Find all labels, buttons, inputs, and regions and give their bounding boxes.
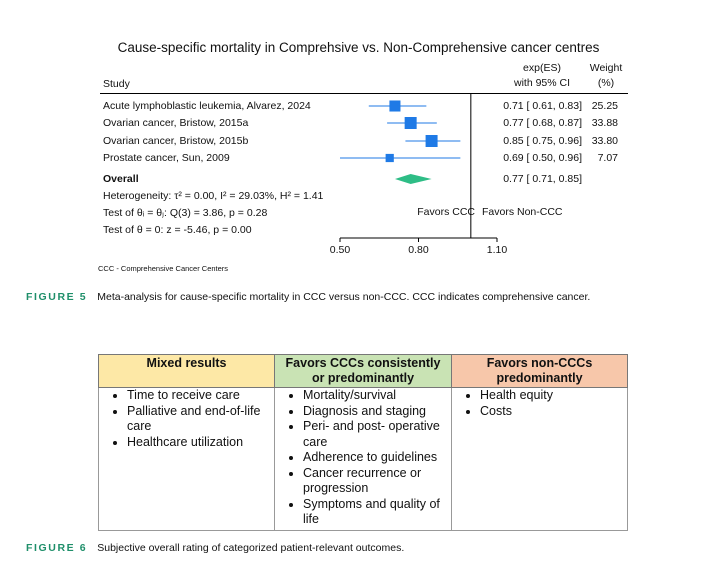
study-label: Acute lymphoblastic leukemia, Alvarez, 2… xyxy=(103,100,311,112)
effect-marker xyxy=(425,135,438,147)
figure6-caption-text: Subjective overall rating of categorized… xyxy=(97,542,405,554)
weight-value: 33.88 xyxy=(591,117,618,129)
study-column-header: Study xyxy=(103,78,130,90)
z-test-text: Test of θ = 0: z = -5.46, p = 0.00 xyxy=(103,224,252,236)
ci-value: 0.77 [ 0.68, 0.87] xyxy=(503,117,582,129)
figure6-caption-label: FIGURE 6 xyxy=(26,542,88,554)
overall-diamond xyxy=(394,174,432,184)
x-tick-label: 0.50 xyxy=(330,244,351,256)
list-item: Time to receive care xyxy=(127,388,270,404)
list-item: Mortality/survival xyxy=(303,388,447,404)
list-item: Cancer recurrence or progression xyxy=(303,466,447,497)
effect-marker xyxy=(389,100,401,112)
es-column-header-line2: with 95% CI xyxy=(513,77,571,89)
favors-right-label: Favors Non-CCC xyxy=(482,206,563,218)
weight-value: 7.07 xyxy=(597,152,618,164)
list-item: Costs xyxy=(480,404,623,420)
weight-value: 33.80 xyxy=(591,135,618,147)
weight-column-header-line2: (%) xyxy=(597,77,615,89)
es-column-header-line1: exp(ES) xyxy=(523,62,561,74)
list-item: Healthcare utilization xyxy=(127,435,270,451)
ci-value: 0.71 [ 0.61, 0.83] xyxy=(503,100,582,112)
figure5-caption: FIGURE 5 Meta-analysis for cause-specific… xyxy=(26,291,590,303)
list-item: Symptoms and quality of life xyxy=(303,497,447,528)
column-favors-ccc-items: Mortality/survival Diagnosis and staging… xyxy=(274,387,452,531)
figure6-caption: FIGURE 6 Subjective overall rating of cat… xyxy=(26,542,404,554)
figure5-footnote: CCC - Comprehensive Cancer Centers xyxy=(98,264,229,273)
weight-column-header-line1: Weight xyxy=(589,62,623,74)
q-test-text: Test of θᵢ = θⱼ: Q(3) = 3.86, p = 0.28 xyxy=(103,207,268,219)
study-label: Ovarian cancer, Bristow, 2015b xyxy=(103,135,249,147)
column-header-mixed: Mixed results xyxy=(98,354,275,388)
list-item: Peri- and post- operative care xyxy=(303,419,447,450)
column-header-favors-non-ccc: Favors non-CCCs predominantly xyxy=(451,354,628,388)
x-tick-label: 0.80 xyxy=(408,244,429,256)
list-item: Diagnosis and staging xyxy=(303,404,447,420)
effect-marker xyxy=(385,153,394,163)
outcome-rating-table: Mixed results Favors CCCs consistently o… xyxy=(98,354,628,531)
study-label: Prostate cancer, Sun, 2009 xyxy=(103,152,230,164)
column-header-favors-ccc: Favors CCCs consistently or predominantl… xyxy=(274,354,452,388)
ci-value: 0.69 [ 0.50, 0.96] xyxy=(503,152,582,164)
study-label: Ovarian cancer, Bristow, 2015a xyxy=(103,117,249,129)
forest-plot-graphic: 0.50 0.80 1.10 xyxy=(330,94,508,256)
column-mixed-items: Time to receive care Palliative and end-… xyxy=(98,387,275,531)
column-favors-non-ccc-items: Health equity Costs xyxy=(451,387,628,531)
forest-plot-title: Cause-specific mortality in Comprehsive … xyxy=(117,40,600,55)
list-item: Palliative and end-of-life care xyxy=(127,404,270,435)
list-item: Health equity xyxy=(480,388,623,404)
weight-value: 25.25 xyxy=(591,100,618,112)
figure5-caption-text: Meta-analysis for cause-specific mortali… xyxy=(97,291,591,303)
favors-left-label: Favors CCC xyxy=(417,206,475,218)
overall-label: Overall xyxy=(103,173,139,185)
effect-marker xyxy=(404,117,417,129)
ci-value: 0.85 [ 0.75, 0.96] xyxy=(503,135,582,147)
heterogeneity-text: Heterogeneity: τ² = 0.00, I² = 29.03%, H… xyxy=(103,190,324,202)
x-tick-label: 1.10 xyxy=(487,244,508,256)
figure5-caption-label: FIGURE 5 xyxy=(26,291,88,303)
header-divider xyxy=(100,93,628,94)
list-item: Adherence to guidelines xyxy=(303,450,447,466)
overall-ci-value: 0.77 [ 0.71, 0.85] xyxy=(503,173,582,185)
